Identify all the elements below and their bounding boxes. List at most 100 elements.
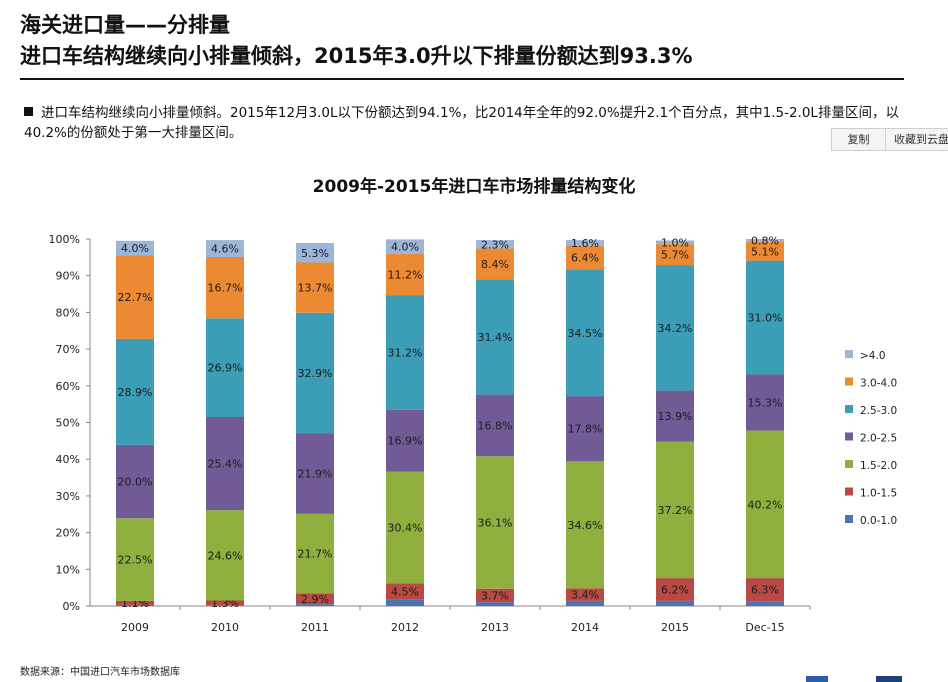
bar-segment: [386, 295, 424, 410]
bar-segment: [296, 312, 334, 434]
bar-segment: [656, 265, 694, 391]
bar-segment: [386, 409, 424, 472]
data-label: 16.8%: [478, 419, 513, 432]
bar-segment: [386, 254, 424, 296]
data-label: 31.2%: [388, 346, 423, 359]
bar-segment: [116, 338, 154, 445]
bar-segment: [296, 593, 334, 605]
data-label: 5.3%: [301, 247, 329, 260]
y-tick-label: 10%: [56, 563, 80, 576]
page-fragment: [876, 676, 902, 682]
bar-segment: [656, 390, 694, 442]
bar-segment: [656, 600, 694, 606]
bar-segment: [296, 433, 334, 514]
legend-label: 0.0-1.0: [860, 515, 897, 527]
bar-segment: [296, 604, 334, 606]
x-tick-label: 2014: [571, 621, 599, 634]
data-label: 40.2%: [748, 498, 783, 511]
bar-segment: [296, 243, 334, 263]
bar-segment: [476, 602, 514, 606]
bar-segment: [746, 601, 784, 606]
y-tick-label: 30%: [56, 490, 80, 503]
data-label: 5.1%: [751, 245, 779, 258]
data-label: 15.3%: [748, 396, 783, 409]
legend-label: 1.0-1.5: [860, 488, 897, 500]
data-label: 25.4%: [208, 458, 243, 471]
bar-segment: [206, 416, 244, 511]
legend-swatch: [845, 515, 853, 523]
y-tick-label: 80%: [56, 306, 80, 319]
legend-label: 2.5-3.0: [860, 405, 897, 417]
bar-segment: [476, 456, 514, 589]
legend-swatch: [845, 460, 853, 468]
bar-segment: [656, 578, 694, 601]
y-tick-label: 100%: [49, 233, 80, 246]
bullet-square-icon: [24, 107, 33, 116]
bar-segment: [476, 279, 514, 395]
data-label: 1.6%: [571, 237, 599, 250]
data-label: 24.6%: [208, 549, 243, 562]
data-label: 36.1%: [478, 517, 513, 530]
data-label: 4.0%: [121, 242, 149, 255]
bar-segment: [116, 240, 154, 256]
bar-segment: [206, 510, 244, 601]
data-source: 数据来源：中国进口汽车市场数据库: [20, 667, 180, 678]
bar-segment: [386, 239, 424, 255]
legend-swatch: [845, 350, 853, 358]
data-label: 37.2%: [658, 504, 693, 517]
bar-segment: [746, 374, 784, 431]
data-label: 13.7%: [298, 282, 333, 295]
legend-swatch: [845, 377, 853, 386]
bar-segment: [116, 444, 154, 519]
bar-segment: [116, 255, 154, 339]
data-label: 31.0%: [748, 312, 783, 325]
legend-swatch: [845, 405, 853, 413]
bar-segment: [566, 269, 604, 397]
copy-button[interactable]: 复制: [831, 128, 886, 151]
summary-paragraph: 进口车结构继续向小排量倾斜。2015年12月3.0L以下份额达到94.1%，比2…: [24, 103, 904, 143]
bar-segment: [566, 461, 604, 589]
data-label: 2.3%: [481, 238, 509, 251]
bar-segment: [116, 600, 154, 605]
data-label: 6.2%: [661, 583, 689, 596]
bar-segment: [476, 394, 514, 457]
save-to-cloud-button[interactable]: 收藏到云盘: [886, 128, 948, 151]
data-label: 13.9%: [658, 410, 693, 423]
x-tick-label: 2009: [121, 621, 149, 634]
data-label: 1.0%: [661, 236, 689, 249]
y-tick-label: 40%: [56, 453, 80, 466]
page-title: 海关进口量——分排量: [20, 13, 230, 37]
x-tick-label: 2015: [661, 621, 689, 634]
bar-segment: [566, 600, 604, 606]
bar-segment: [566, 240, 604, 246]
bar-segment: [476, 588, 514, 603]
y-tick-label: 50%: [56, 417, 80, 430]
data-label: 4.5%: [391, 586, 419, 599]
legend-swatch: [845, 487, 853, 496]
bar-segment: [656, 441, 694, 579]
x-tick-label: 2013: [481, 621, 509, 634]
legend-label: 3.0-4.0: [860, 378, 897, 390]
summary-text: 进口车结构继续向小排量倾斜。2015年12月3.0L以下份额达到94.1%，比2…: [24, 105, 899, 141]
data-label: 21.9%: [298, 468, 333, 481]
bar-segment: [206, 605, 244, 606]
bar-segment: [746, 239, 784, 242]
toolbar: 复制 收藏到云盘: [831, 128, 948, 151]
data-label: 22.5%: [118, 554, 153, 567]
data-label: 16.9%: [388, 435, 423, 448]
data-label: 16.7%: [208, 282, 243, 295]
bar-segment: [296, 513, 334, 594]
bar-segment: [116, 604, 154, 606]
bar-segment: [746, 241, 784, 261]
x-tick-label: 2012: [391, 621, 419, 634]
bar-segment: [566, 396, 604, 462]
bar-segment: [206, 240, 244, 257]
bar-segment: [746, 430, 784, 579]
data-label: 34.6%: [568, 519, 603, 532]
bar-segment: [116, 518, 154, 601]
data-label: 26.9%: [208, 362, 243, 375]
page-subtitle: 进口车结构继续向小排量倾斜，2015年3.0升以下排量份额达到93.3%: [20, 44, 693, 68]
data-label: 3.4%: [571, 589, 599, 602]
bar-segment: [746, 260, 784, 375]
x-tick-label: 2010: [211, 621, 239, 634]
